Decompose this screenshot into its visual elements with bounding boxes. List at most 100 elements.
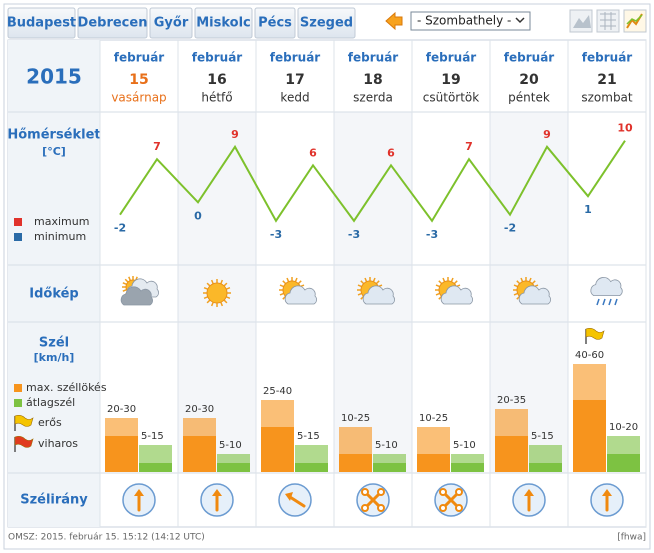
sun-ray xyxy=(122,282,127,286)
temperature-label: 9 xyxy=(543,128,551,141)
legend-flag xyxy=(14,436,34,448)
sun-ray xyxy=(279,292,284,296)
wind-bar xyxy=(451,463,484,472)
city-select[interactable]: - Szombathely - xyxy=(410,11,531,31)
tab-bg xyxy=(77,7,148,39)
temperature-label: 6 xyxy=(309,146,317,159)
weekday: szombat xyxy=(581,91,633,105)
cloud xyxy=(440,285,473,305)
sun-ray xyxy=(360,280,365,285)
select-text: - Szombathely - xyxy=(417,14,511,28)
sun-ray xyxy=(210,301,214,307)
month: február xyxy=(114,51,165,65)
wind-label: 20-35 xyxy=(497,395,526,406)
row-unit: [°C] xyxy=(42,145,66,158)
sun-ray xyxy=(435,284,440,288)
day-number: 15 xyxy=(129,72,148,88)
tab-label: Pécs xyxy=(258,16,292,31)
sun-ray xyxy=(435,292,440,296)
sun-ray xyxy=(223,299,228,304)
wind-bar xyxy=(495,436,528,472)
sun-ray xyxy=(375,280,380,285)
temperature-label: 10 xyxy=(617,122,633,135)
direction-arrow xyxy=(524,489,534,496)
rain xyxy=(608,298,612,306)
temperature-label: -2 xyxy=(504,222,516,235)
sun-ray xyxy=(124,278,129,283)
sun-ray xyxy=(513,284,518,288)
direction-variable xyxy=(455,504,463,512)
sun-ray xyxy=(528,277,532,282)
legend-flag xyxy=(14,415,34,427)
temperature-label: -3 xyxy=(270,228,282,241)
city-tab[interactable]: Miskolc xyxy=(194,7,253,39)
direction-arrow xyxy=(134,489,144,496)
rain xyxy=(614,298,618,306)
legend-label: viharos xyxy=(38,437,78,450)
wind-flag xyxy=(585,328,605,340)
tab-label: Miskolc xyxy=(196,16,251,31)
row-unit: [km/h] xyxy=(34,351,75,364)
row-title: Időkép xyxy=(29,287,79,302)
temperature-label: 9 xyxy=(231,128,239,141)
legend-swatch xyxy=(14,399,22,407)
wind-bar xyxy=(529,463,562,472)
row-title: Hőmérséklet xyxy=(7,128,100,143)
day-number: 17 xyxy=(285,72,304,88)
wind-label: 25-40 xyxy=(263,386,292,397)
sun-ray xyxy=(450,277,454,282)
tab-label: Budapest xyxy=(7,16,76,31)
sun-ray xyxy=(223,282,228,287)
city-tab[interactable]: Pécs xyxy=(254,7,296,39)
day-number: 18 xyxy=(363,72,382,88)
sun-ray xyxy=(357,292,362,296)
wind-label: 5-15 xyxy=(531,431,554,442)
wind-label: 5-10 xyxy=(375,440,398,451)
weekday: kedd xyxy=(280,91,309,105)
legend-label: maximum xyxy=(34,215,89,228)
wind-bar xyxy=(139,463,172,472)
legend-label: erős xyxy=(38,416,62,429)
sun-ray xyxy=(210,279,214,285)
wind-label: 40-60 xyxy=(575,350,604,361)
temperature-label: -3 xyxy=(426,228,438,241)
wind-label: 5-10 xyxy=(453,440,476,451)
direction-variable xyxy=(439,504,447,512)
sun-ray xyxy=(279,284,284,288)
tab-bg xyxy=(194,7,253,39)
sun-ray xyxy=(225,296,231,300)
city-tab[interactable]: Budapest xyxy=(7,7,76,39)
wind-bar xyxy=(217,463,250,472)
sun-ray xyxy=(206,282,211,287)
month: február xyxy=(582,51,633,65)
sun-ray xyxy=(297,280,302,285)
sun-ray xyxy=(206,299,211,304)
wind-label: 10-25 xyxy=(419,413,448,424)
city-tab[interactable]: Debrecen xyxy=(77,7,148,39)
direction-variable xyxy=(361,504,369,512)
sun-ray xyxy=(128,276,132,281)
weekday: péntek xyxy=(508,91,550,105)
wind-bar xyxy=(295,463,328,472)
sun xyxy=(206,282,228,304)
sun-ray xyxy=(372,277,376,282)
temperature-label: 1 xyxy=(584,203,592,216)
temperature-label: 6 xyxy=(387,146,395,159)
direction-variable xyxy=(439,488,447,496)
day-number: 16 xyxy=(207,72,226,88)
prev-arrow[interactable] xyxy=(385,11,403,31)
month: február xyxy=(270,51,321,65)
weekday: csütörtök xyxy=(423,91,479,105)
sun-ray xyxy=(225,286,231,290)
tab-bg xyxy=(149,7,193,39)
legend-swatch xyxy=(14,384,22,392)
cloud xyxy=(120,286,153,306)
direction-arrow xyxy=(288,495,306,508)
view-icons[interactable] xyxy=(569,9,647,33)
city-tab[interactable]: Győr xyxy=(149,7,193,39)
city-tab[interactable]: Szeged xyxy=(297,7,356,39)
tab-bg xyxy=(297,7,356,39)
sun-ray xyxy=(220,279,224,285)
cloud xyxy=(590,277,623,296)
